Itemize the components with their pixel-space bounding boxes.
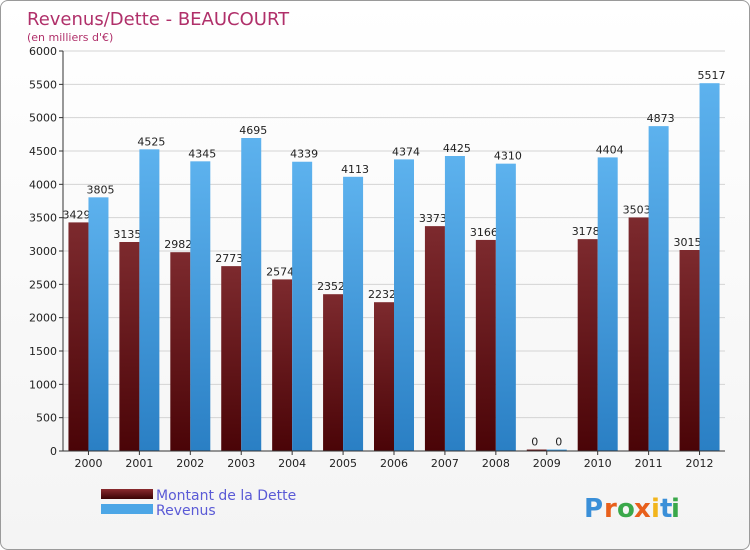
x-tick-label: 2004: [278, 457, 306, 470]
data-label-revenue: 4113: [341, 163, 369, 176]
data-label-debt: 3429: [62, 208, 90, 221]
x-tick-label: 2008: [482, 457, 510, 470]
bar-revenue: [699, 83, 720, 451]
data-label-revenue: 5517: [698, 69, 726, 82]
logo-letter: P: [584, 494, 603, 524]
bar-revenue: [648, 126, 669, 451]
bar-debt: [424, 226, 445, 451]
x-tick-label: 2005: [329, 457, 357, 470]
bar-debt: [577, 239, 598, 451]
x-tick-label: 2009: [533, 457, 561, 470]
bar-debt: [679, 250, 700, 451]
chart-title: Revenus/Dette - BEAUCOURT: [27, 9, 290, 30]
y-tick-label: 6000: [29, 45, 57, 58]
y-tick-label: 0: [50, 445, 57, 458]
y-tick-label: 3500: [29, 212, 57, 225]
x-tick-label: 2003: [227, 457, 255, 470]
data-label-revenue: 4310: [494, 150, 522, 163]
bar-revenue: [88, 197, 109, 451]
data-label-debt: 2982: [164, 238, 192, 251]
x-tick-label: 2006: [380, 457, 408, 470]
y-tick-label: 3000: [29, 245, 57, 258]
bar-revenue: [241, 138, 262, 451]
data-label-debt: 2773: [215, 252, 243, 265]
logo-letter: x: [634, 494, 651, 524]
bar-revenue: [444, 156, 465, 451]
chart-subtitle: (en milliers d'€): [27, 31, 113, 44]
data-label-revenue: 4345: [188, 147, 216, 160]
y-axis-ticks: 0 500 1000 1500 2000 2500 3000 3500 4000 4500 5000…: [29, 45, 63, 458]
data-label-debt: 3503: [623, 203, 651, 216]
logo-letter: o: [617, 494, 635, 524]
data-label-revenue: 3805: [86, 183, 114, 196]
bar-debt: [628, 217, 649, 451]
legend-swatch-debt: [101, 489, 153, 499]
data-label-debt: 0: [531, 436, 538, 449]
data-label-debt: 2352: [317, 280, 345, 293]
data-label-debt: 3178: [572, 225, 600, 238]
bar-debt: [475, 239, 496, 451]
bar-revenue: [546, 449, 567, 451]
bar-revenue: [343, 176, 364, 452]
bar-revenue: [394, 159, 414, 451]
logo-letter: t: [660, 494, 672, 524]
x-axis-ticks: 2000 2001 2002 2003 2004 2005 2006 2007 2008 2009…: [74, 451, 714, 470]
bar-debt: [170, 252, 191, 451]
data-label-revenue: 4374: [392, 145, 420, 158]
bar-debt: [221, 266, 242, 451]
data-label-revenue: 4525: [137, 135, 165, 148]
data-label-debt: 3015: [674, 236, 702, 249]
data-label-debt: 3373: [419, 212, 447, 225]
x-tick-label: 2011: [635, 457, 663, 470]
legend-swatch-revenue: [101, 504, 153, 514]
data-label-revenue: 4404: [596, 143, 624, 156]
y-tick-label: 2000: [29, 312, 57, 325]
logo-letter: i: [671, 494, 680, 524]
x-tick-label: 2000: [74, 457, 102, 470]
y-tick-label: 1000: [29, 378, 57, 391]
bars: 3429 3805 3135 4525 2982 4345 2773 4695 2574 4339…: [62, 69, 726, 452]
bar-debt: [68, 222, 89, 451]
data-label-debt: 2232: [368, 288, 396, 301]
data-label-revenue: 4425: [443, 142, 471, 155]
x-tick-label: 2010: [584, 457, 612, 470]
legend-label-debt: Montant de la Dette: [156, 488, 296, 504]
x-tick-label: 2001: [125, 457, 153, 470]
logo-letter: i: [651, 494, 660, 524]
y-tick-label: 4500: [29, 145, 57, 158]
data-label-revenue: 0: [555, 436, 562, 449]
y-tick-label: 4000: [29, 178, 57, 191]
bar-revenue: [190, 161, 211, 452]
logo-letter: r: [604, 494, 617, 524]
legend: Montant de la Dette Revenus: [101, 488, 296, 519]
bar-revenue: [292, 161, 313, 451]
bar-debt: [323, 294, 344, 451]
bar-revenue: [495, 163, 516, 451]
x-tick-label: 2012: [686, 457, 714, 470]
y-tick-label: 1500: [29, 345, 57, 358]
bar-debt: [526, 449, 547, 451]
bar-debt: [119, 242, 140, 451]
data-label-debt: 3166: [470, 226, 498, 239]
data-label-revenue: 4873: [647, 112, 675, 125]
y-tick-label: 5000: [29, 112, 57, 125]
data-label-debt: 2574: [266, 265, 294, 278]
data-label-revenue: 4695: [239, 124, 267, 137]
data-label-debt: 3135: [113, 228, 141, 241]
data-label-revenue: 4339: [290, 148, 318, 161]
y-tick-label: 2500: [29, 278, 57, 291]
x-tick-label: 2002: [176, 457, 204, 470]
y-tick-label: 5500: [29, 78, 57, 91]
bar-debt: [272, 279, 293, 451]
bar-debt: [374, 302, 394, 451]
bar-revenue: [597, 157, 618, 451]
y-tick-label: 500: [36, 412, 57, 425]
legend-label-revenue: Revenus: [156, 503, 216, 519]
bar-revenue: [139, 149, 160, 452]
x-tick-label: 2007: [431, 457, 459, 470]
